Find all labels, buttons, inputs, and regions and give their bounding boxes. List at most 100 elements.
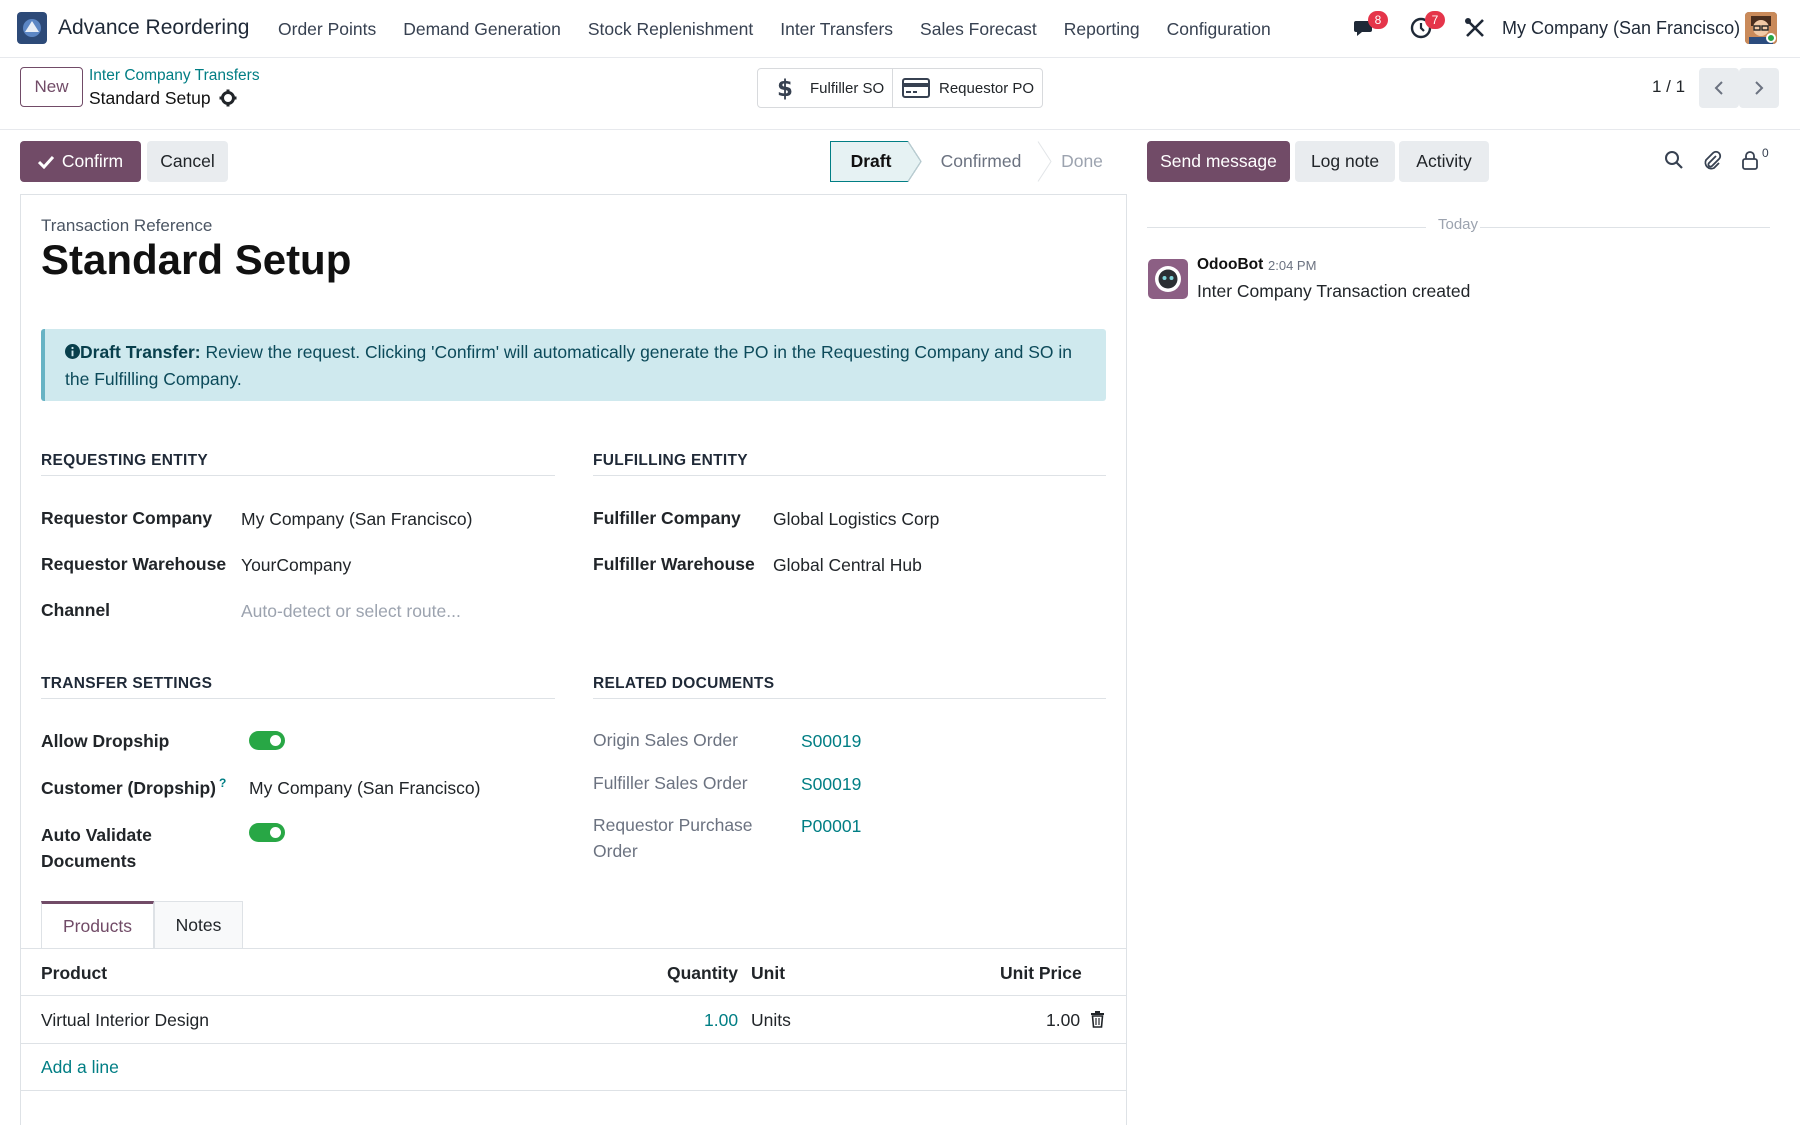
- online-status-dot: [1766, 33, 1776, 43]
- help-tooltip-icon[interactable]: ?: [219, 776, 227, 790]
- menu-order-points[interactable]: Order Points: [278, 19, 377, 39]
- fulfiller-so-smart-button[interactable]: $ Fulfiller SO: [757, 68, 893, 108]
- stage-confirmed[interactable]: Confirmed: [940, 151, 1022, 171]
- related-documents-heading: RELATED DOCUMENTS: [593, 675, 1106, 699]
- confirm-label: Confirm: [61, 151, 124, 171]
- tab-products[interactable]: Products: [41, 901, 154, 949]
- fulfiller-warehouse-field[interactable]: Global Central Hub: [773, 555, 922, 575]
- menu-reporting[interactable]: Reporting: [1063, 19, 1140, 39]
- pager-value[interactable]: 1 / 1: [1652, 77, 1686, 96]
- record-title[interactable]: Standard Setup: [41, 236, 352, 283]
- header-divider: [20, 995, 1127, 996]
- customer-dropship-label: Customer (Dropship)?: [41, 776, 226, 799]
- auto-validate-label-line-2: Documents: [41, 851, 137, 871]
- tab-notes[interactable]: Notes: [154, 901, 243, 949]
- auto-validate-toggle[interactable]: [249, 823, 285, 842]
- gear-icon[interactable]: [219, 89, 237, 107]
- activities-badge: 7: [1425, 11, 1445, 29]
- info-circle-icon: [65, 344, 80, 359]
- followers-button[interactable]: 0: [1741, 146, 1769, 172]
- message-body: Inter Company Transaction created: [1197, 281, 1471, 301]
- activity-button[interactable]: Activity: [1399, 141, 1489, 182]
- channel-label: Channel: [41, 600, 111, 620]
- user-avatar[interactable]: [1745, 12, 1777, 44]
- line-unit-price[interactable]: 1.00: [1046, 1010, 1081, 1030]
- activities-button[interactable]: 7: [1410, 11, 1445, 44]
- requestor-purchase-order-link[interactable]: P00001: [801, 816, 862, 836]
- line-unit[interactable]: Units: [751, 1010, 791, 1030]
- chevron-right-icon: [1755, 81, 1764, 95]
- app-logo-icon[interactable]: [17, 12, 47, 44]
- bot-face-icon: [1155, 266, 1181, 292]
- check-icon: [37, 155, 54, 169]
- breadcrumb-parent[interactable]: Inter Company Transfers: [89, 67, 260, 84]
- line-product[interactable]: Virtual Interior Design: [41, 1010, 209, 1030]
- fulfiller-so-label: Fulfiller SO: [810, 79, 885, 97]
- confirm-button[interactable]: Confirm: [20, 141, 141, 182]
- requestor-po-label-line-1: Requestor Purchase: [593, 815, 753, 835]
- followers-count: 0: [1762, 146, 1769, 160]
- allow-dropship-toggle[interactable]: [249, 731, 285, 750]
- allow-dropship-label: Allow Dropship: [41, 731, 170, 751]
- dollar-icon: $: [777, 76, 793, 101]
- alert-body: Review the request. Clicking 'Confirm' w…: [65, 342, 1073, 389]
- menu-demand-generation[interactable]: Demand Generation: [403, 19, 561, 39]
- lock-icon: [1742, 151, 1758, 170]
- customer-dropship-field[interactable]: My Company (San Francisco): [249, 778, 481, 798]
- channel-input[interactable]: Auto-detect or select route...: [241, 601, 461, 621]
- odoobot-avatar[interactable]: [1148, 259, 1188, 299]
- chat-bubble-icon: [1354, 21, 1372, 36]
- stage-done[interactable]: Done: [1061, 151, 1103, 171]
- col-header-unit[interactable]: Unit: [751, 963, 786, 983]
- cancel-button[interactable]: Cancel: [147, 141, 228, 182]
- menu-sales-forecast[interactable]: Sales Forecast: [920, 19, 1037, 39]
- send-message-button[interactable]: Send message: [1147, 141, 1290, 182]
- trash-icon[interactable]: [1090, 1011, 1105, 1033]
- col-header-product[interactable]: Product: [41, 963, 108, 983]
- paperclip-icon[interactable]: [1702, 150, 1724, 172]
- col-header-quantity[interactable]: Quantity: [667, 963, 738, 983]
- messages-badge: 8: [1368, 11, 1388, 29]
- transaction-reference-label: Transaction Reference: [41, 216, 213, 235]
- fulfiller-company-label: Fulfiller Company: [593, 508, 741, 528]
- origin-sales-order-link[interactable]: S00019: [801, 731, 862, 751]
- message-time: 2:04 PM: [1268, 258, 1317, 273]
- date-separator: Today: [1438, 216, 1479, 233]
- search-icon[interactable]: [1664, 150, 1686, 172]
- add-line-link[interactable]: Add a line: [41, 1057, 119, 1077]
- requesting-entity-heading: REQUESTING ENTITY: [41, 452, 555, 476]
- auto-validate-label-line-1: Auto Validate: [41, 825, 152, 845]
- menu-stock-replenishment[interactable]: Stock Replenishment: [587, 19, 754, 39]
- origin-sales-order-label: Origin Sales Order: [593, 730, 738, 750]
- message-author[interactable]: OdooBot: [1197, 256, 1264, 273]
- date-separator-line-left: [1147, 227, 1426, 228]
- new-button[interactable]: New: [20, 67, 83, 107]
- fulfiller-company-field[interactable]: Global Logistics Corp: [773, 509, 940, 529]
- requestor-po-label-line-2: Order: [593, 841, 638, 861]
- requestor-company-label: Requestor Company: [41, 508, 213, 528]
- auto-validate-label: Auto Validate Documents: [41, 822, 152, 874]
- pager-next-button[interactable]: [1739, 68, 1779, 108]
- log-note-button[interactable]: Log note: [1295, 141, 1395, 182]
- requestor-company-field[interactable]: My Company (San Francisco): [241, 509, 473, 529]
- credit-card-icon: [902, 78, 930, 98]
- table-bottom-divider: [20, 1090, 1127, 1091]
- company-switcher[interactable]: My Company (San Francisco): [1502, 18, 1741, 38]
- col-header-unit-price[interactable]: Unit Price: [1000, 963, 1082, 983]
- requestor-warehouse-field[interactable]: YourCompany: [241, 555, 352, 575]
- messages-button[interactable]: 8: [1353, 11, 1388, 44]
- line-quantity[interactable]: 1.00: [704, 1010, 739, 1030]
- stage-draft[interactable]: Draft: [850, 151, 892, 171]
- pager-previous-button[interactable]: [1699, 68, 1739, 108]
- alert-title: Draft Transfer:: [80, 342, 201, 362]
- menu-inter-transfers[interactable]: Inter Transfers: [780, 19, 894, 39]
- app-name[interactable]: Advance Reordering: [58, 16, 250, 39]
- tab-divider: [20, 948, 1127, 949]
- debug-tools-button[interactable]: [1464, 17, 1492, 45]
- control-panel: New Inter Company Transfers Standard Set…: [0, 58, 1800, 130]
- fulfiller-sales-order-link[interactable]: S00019: [801, 774, 862, 794]
- menu-configuration[interactable]: Configuration: [1166, 19, 1271, 39]
- draft-info-alert: Draft Transfer: Review the request. Clic…: [41, 329, 1106, 401]
- fulfiller-sales-order-label: Fulfiller Sales Order: [593, 773, 748, 793]
- requestor-po-smart-button[interactable]: Requestor PO: [892, 68, 1043, 108]
